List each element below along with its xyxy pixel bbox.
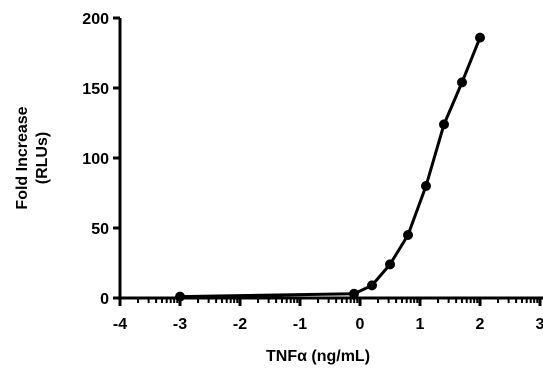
y-tick-label: 50 bbox=[91, 221, 109, 238]
data-point bbox=[175, 291, 185, 302]
data-point bbox=[421, 181, 431, 191]
data-point bbox=[385, 259, 395, 270]
x-tick-label: 3 bbox=[536, 316, 543, 333]
data-point bbox=[439, 119, 449, 130]
x-tick-label: -1 bbox=[293, 316, 307, 333]
x-axis-title: TNFα (ng/mL) bbox=[266, 348, 370, 365]
data-point bbox=[403, 230, 413, 240]
x-tick-label: -2 bbox=[233, 316, 247, 333]
y-tick-label: 150 bbox=[82, 81, 109, 98]
y-axis-title-line2: (RLUs) bbox=[34, 132, 51, 184]
data-point bbox=[475, 32, 485, 43]
x-tick-label: -3 bbox=[173, 316, 187, 333]
series-layer bbox=[175, 32, 485, 302]
y-tick-label: 200 bbox=[82, 11, 109, 28]
x-tick-label: -4 bbox=[113, 316, 127, 333]
x-tick-label: 0 bbox=[356, 316, 365, 333]
data-point bbox=[457, 77, 467, 88]
axis-labels: TNFα (ng/mL) Fold Increase (RLUs) bbox=[14, 106, 370, 365]
y-tick-label: 100 bbox=[82, 151, 109, 168]
axes: 0 50 100 150 200 -4 -3 -2 -1 0 1 2 3 bbox=[82, 11, 543, 333]
y-tick-label: 0 bbox=[100, 291, 109, 308]
data-point bbox=[367, 280, 377, 291]
x-tick-label: 2 bbox=[476, 316, 485, 333]
series-line bbox=[179, 37, 482, 299]
y-axis-title-line1: Fold Increase bbox=[14, 106, 31, 209]
data-point bbox=[349, 288, 359, 299]
x-tick-label: 1 bbox=[416, 316, 425, 333]
